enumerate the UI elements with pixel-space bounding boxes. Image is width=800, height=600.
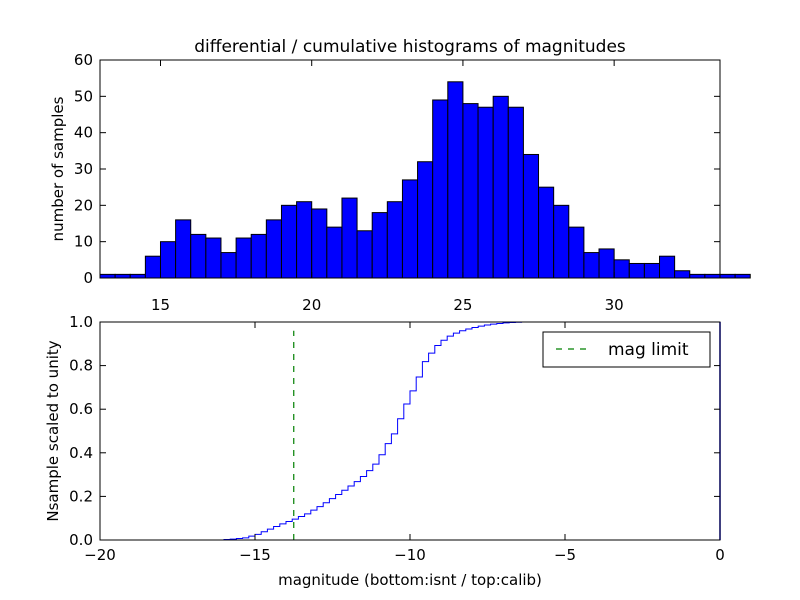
histogram-bar [643,262,661,279]
bottom-ytick-label: 0.4 [69,444,93,462]
histogram-bar [432,99,449,279]
top-ylabel: number of samples [49,96,67,241]
histogram-bar [356,230,373,279]
bottom-xtick-label: −15 [239,546,271,564]
bottom-ytick-label: 0.8 [69,357,93,375]
histogram-bar [704,273,721,279]
cumulative-step-line [100,321,720,541]
bottom-axes-frame [99,321,721,541]
top-axes-frame [99,59,721,279]
top-ytick-label: 60 [74,51,93,69]
histogram-bar [144,255,161,279]
top-axis-ticks: 15 20 25 30 0 10 20 30 40 50 60 [74,51,720,314]
bottom-ytick-label: 0.2 [69,487,93,505]
top-xtick-label: 15 [151,296,170,314]
histogram-bar [719,273,736,279]
histogram-bar [371,212,388,279]
histogram-bar [417,161,434,279]
histogram-bar [628,262,645,279]
bottom-axis-ticks: −20 −15 −10 −5 0 0.0 0.2 0.4 0.6 0.8 1.0 [69,313,725,564]
histogram-bar [250,233,267,279]
top-xtick-label: 25 [453,296,472,314]
histogram-bar [447,81,464,279]
histogram-bar [235,237,252,279]
bottom-ytick-label: 0.0 [69,531,93,549]
bottom-xtick-label: −5 [554,546,576,564]
histogram-bar [159,241,177,279]
histogram-bar [659,255,676,279]
histogram-bar [598,248,615,279]
histogram-bar [507,106,524,279]
histogram-bar [689,273,706,279]
top-xtick-label: 30 [605,296,624,314]
histogram-bar [568,226,585,279]
histogram-bar [386,201,403,279]
histogram-bar [401,179,419,279]
histogram-bar [114,273,131,279]
bottom-xlabel: magnitude (bottom:isnt / top:calib) [278,571,542,589]
histogram-bar [280,204,298,279]
histogram-bar [341,197,358,279]
histogram-bar [613,259,630,279]
bottom-ylabel: Nsample scaled to unity [44,340,62,521]
top-ytick-label: 40 [74,124,93,142]
histogram-bar [734,273,751,279]
histogram-bar [311,208,328,279]
histogram-bar [205,237,222,279]
legend-label: mag limit [608,340,689,360]
histogram-bar [492,95,509,279]
histogram-bar [674,270,691,279]
histogram-bar [190,233,207,279]
top-ytick-label: 20 [74,196,93,214]
histogram-bar [522,153,540,279]
histogram-bar [538,186,555,279]
bottom-xtick-label: −20 [84,546,116,564]
histogram-bar [477,106,494,279]
bottom-xtick-label: −10 [394,546,426,564]
top-ytick-label: 10 [74,233,93,251]
histogram-bar [553,204,570,279]
bottom-ytick-label: 1.0 [69,313,93,331]
histogram-bar [296,201,313,279]
histogram-bar [265,219,282,279]
bottom-xtick-label: 0 [715,546,725,564]
top-xtick-label: 20 [302,296,321,314]
top-histogram-panel: 15 20 25 30 0 10 20 30 40 50 60 differential / cum… [49,37,751,314]
top-ytick-label: 50 [74,87,93,105]
histogram-bar [583,252,600,279]
top-ytick-label: 30 [74,160,93,178]
chart-title: differential / cumulative histograms of … [194,37,626,57]
bottom-cumulative-panel: −20 −15 −10 −5 0 0.0 0.2 0.4 0.6 0.8 1.0 magnitude… [44,313,725,589]
histogram-bar [326,226,343,279]
histogram-bar [99,273,116,279]
histogram-bar [129,273,146,279]
legend: mag limit [542,331,711,368]
bottom-ytick-label: 0.6 [69,400,93,418]
histogram-bar [220,252,237,279]
histogram-bars [99,81,751,279]
histogram-bar [462,103,479,279]
top-ytick-label: 0 [83,269,93,287]
histogram-bar [175,219,192,279]
